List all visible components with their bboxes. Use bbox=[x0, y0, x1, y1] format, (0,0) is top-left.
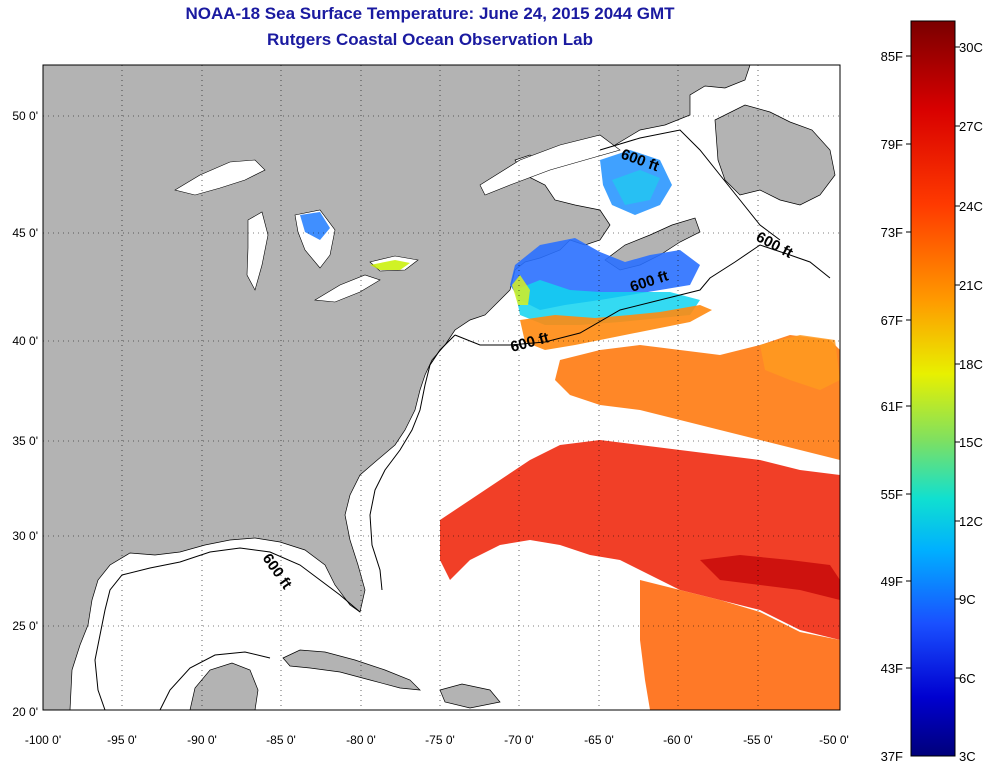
land-yucatan bbox=[189, 662, 259, 710]
lat-tick-40: 40 0' bbox=[12, 334, 38, 348]
isobath-600ft-atlantic bbox=[454, 244, 831, 346]
cbar-c-12: 12C bbox=[959, 514, 983, 529]
lat-tick-50: 50 0' bbox=[12, 109, 38, 123]
colorbar-ticks bbox=[906, 46, 960, 679]
lat-tick-30: 30 0' bbox=[12, 529, 38, 543]
map-title: NOAA-18 Sea Surface Temperature: June 24… bbox=[185, 4, 675, 23]
cbar-f-73: 73F bbox=[881, 225, 903, 240]
cbar-f-37: 37F bbox=[881, 749, 903, 764]
lat-tick-25: 25 0' bbox=[12, 619, 38, 633]
map-subtitle: Rutgers Coastal Ocean Observation Lab bbox=[267, 30, 593, 49]
lon-tick-75: -75 0' bbox=[425, 733, 455, 747]
cbar-c-15: 15C bbox=[959, 435, 983, 450]
sst-warm-red bbox=[440, 440, 840, 640]
cbar-c-21: 21C bbox=[959, 278, 983, 293]
cbar-c-24: 24C bbox=[959, 199, 983, 214]
land-newfoundland bbox=[714, 104, 836, 206]
land-cuba bbox=[282, 649, 421, 691]
lon-tick-85: -85 0' bbox=[266, 733, 296, 747]
cbar-f-85: 85F bbox=[881, 49, 903, 64]
lon-tick-100: -100 0' bbox=[25, 733, 61, 747]
lon-tick-60: -60 0' bbox=[663, 733, 693, 747]
sst-deep-red bbox=[700, 555, 840, 600]
lon-tick-90: -90 0' bbox=[187, 733, 217, 747]
sst-north-orange-east bbox=[760, 335, 840, 390]
cbar-f-79: 79F bbox=[881, 137, 903, 152]
lake-michigan bbox=[246, 211, 269, 291]
cbar-c-27: 27C bbox=[959, 119, 983, 134]
lon-tick-80: -80 0' bbox=[346, 733, 376, 747]
lon-tick-65: -65 0' bbox=[584, 733, 614, 747]
cbar-c-3: 3C bbox=[959, 749, 976, 764]
sst-gulf-cyan bbox=[612, 170, 660, 205]
lon-tick-95: -95 0' bbox=[107, 733, 137, 747]
map-frame bbox=[42, 64, 841, 711]
isobath-600ft-gulf-south bbox=[159, 651, 271, 710]
cbar-c-6: 6C bbox=[959, 671, 976, 686]
sst-lake-michigan bbox=[300, 212, 330, 240]
st-lawrence bbox=[479, 134, 621, 196]
isobath-600ft-gulf bbox=[94, 547, 361, 710]
lake-erie bbox=[314, 274, 381, 303]
cbar-c-18: 18C bbox=[959, 357, 983, 372]
land-hispaniola bbox=[439, 683, 501, 709]
lon-tick-55: -55 0' bbox=[743, 733, 773, 747]
isobath-600ft-canada bbox=[599, 129, 781, 241]
lon-tick-70: -70 0' bbox=[504, 733, 534, 747]
cbar-f-67: 67F bbox=[881, 313, 903, 328]
sst-south-orange bbox=[640, 580, 840, 710]
cbar-c-9: 9C bbox=[959, 592, 976, 607]
sst-lake-erie bbox=[370, 260, 410, 270]
cbar-f-61: 61F bbox=[881, 399, 903, 414]
cbar-c-30: 30C bbox=[959, 40, 983, 55]
lake-superior bbox=[174, 159, 266, 196]
lon-tick-50: -50 0' bbox=[819, 733, 849, 747]
cbar-f-55: 55F bbox=[881, 487, 903, 502]
sst-orange-front bbox=[520, 305, 712, 350]
cbar-f-43: 43F bbox=[881, 661, 903, 676]
colorbar bbox=[910, 20, 956, 757]
lat-tick-45: 45 0' bbox=[12, 226, 38, 240]
lat-tick-20: 20 0' bbox=[12, 705, 38, 719]
cbar-f-49: 49F bbox=[881, 574, 903, 589]
isobath-600ft-southeast bbox=[369, 334, 456, 591]
sst-yellow-band bbox=[512, 275, 530, 305]
lat-tick-35: 35 0' bbox=[12, 434, 38, 448]
